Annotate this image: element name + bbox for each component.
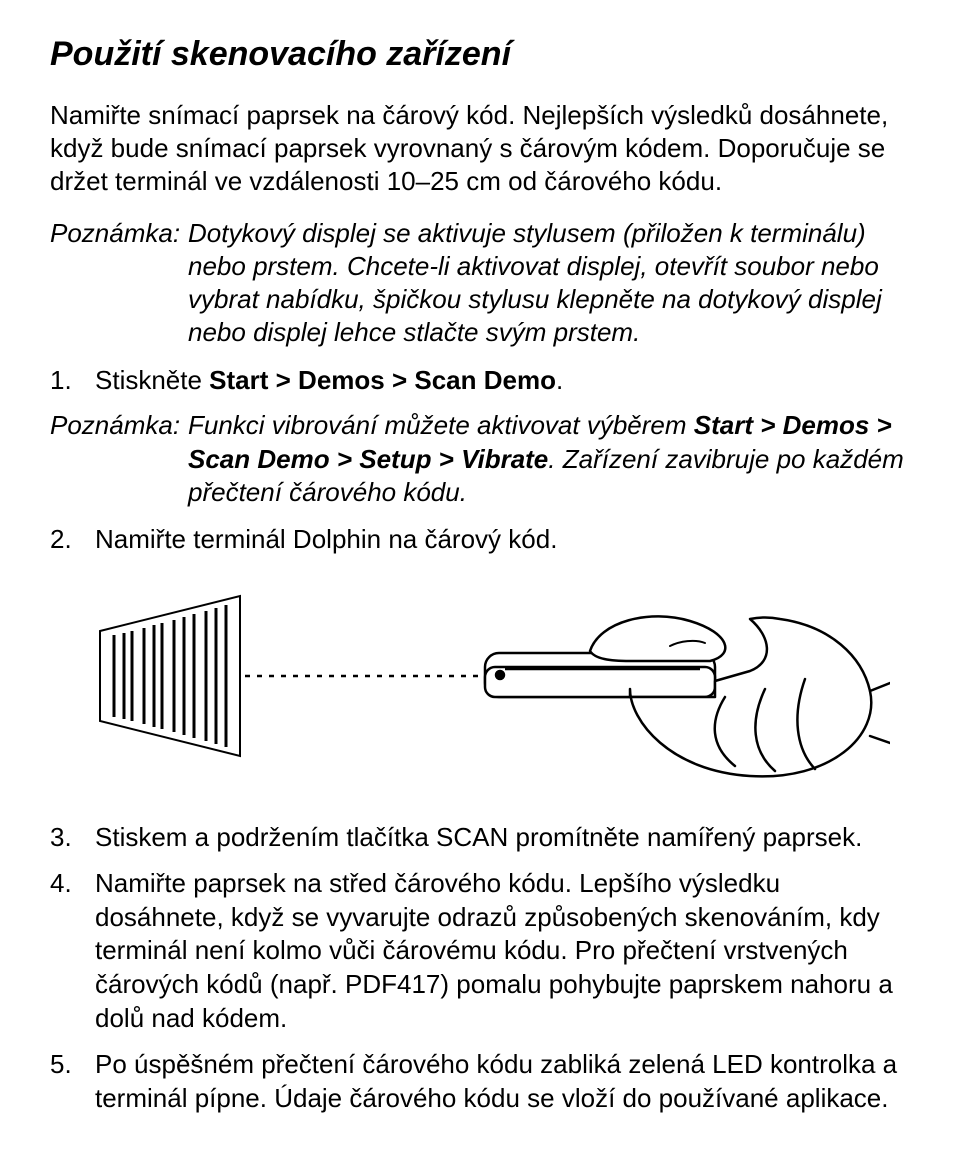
note-block-2: Poznámka: Funkci vibrování můžete aktivo… [50, 409, 910, 509]
step-5: 5. Po úspěšném přečtení čárového kódu za… [50, 1048, 910, 1116]
document-page: Použití skenovacího zařízení Namiřte sní… [0, 0, 960, 1167]
step-text: Namiřte terminál Dolphin na čárový kód. [95, 524, 557, 554]
steps-list-mid: 2. Namiřte terminál Dolphin na čárový kó… [50, 523, 910, 557]
step-text: Po úspěšném přečtení čárového kódu zabli… [95, 1049, 897, 1113]
steps-list-upper: 1. Stiskněte Start > Demos > Scan Demo. [50, 364, 910, 398]
step-2: 2. Namiřte terminál Dolphin na čárový kó… [50, 523, 910, 557]
scanner-illustration [50, 571, 910, 801]
step-number: 2. [50, 523, 72, 557]
step-1: 1. Stiskněte Start > Demos > Scan Demo. [50, 364, 910, 398]
step-text-suffix: . [556, 365, 563, 395]
step-text: Namiřte paprsek na střed čárového kódu. … [95, 868, 893, 1033]
step-text-prefix: Stiskněte [95, 365, 209, 395]
note-prefix: Funkci vibrování můžete aktivovat výběre… [188, 410, 694, 440]
steps-list-lower: 3. Stiskem a podržením tlačítka SCAN pro… [50, 821, 910, 1115]
step-3: 3. Stiskem a podržením tlačítka SCAN pro… [50, 821, 910, 855]
note-label: Poznámka: [50, 409, 188, 509]
step-text-bold: Start > Demos > Scan Demo [209, 365, 556, 395]
step-number: 4. [50, 867, 72, 901]
note-block-1: Poznámka: Dotykový displej se aktivuje s… [50, 217, 910, 350]
scanner-svg-icon [70, 571, 890, 801]
step-number: 1. [50, 364, 72, 398]
page-heading: Použití skenovacího zařízení [50, 34, 910, 75]
step-number: 3. [50, 821, 72, 855]
step-text: Stiskem a podržením tlačítka SCAN promít… [95, 822, 862, 852]
step-4: 4. Namiřte paprsek na střed čárového kód… [50, 867, 910, 1036]
note-body: Dotykový displej se aktivuje stylusem (p… [188, 217, 910, 350]
intro-paragraph: Namiřte snímací paprsek na čárový kód. N… [50, 99, 910, 199]
note-label: Poznámka: [50, 217, 188, 350]
note-body: Funkci vibrování můžete aktivovat výběre… [188, 409, 910, 509]
step-number: 5. [50, 1048, 72, 1082]
